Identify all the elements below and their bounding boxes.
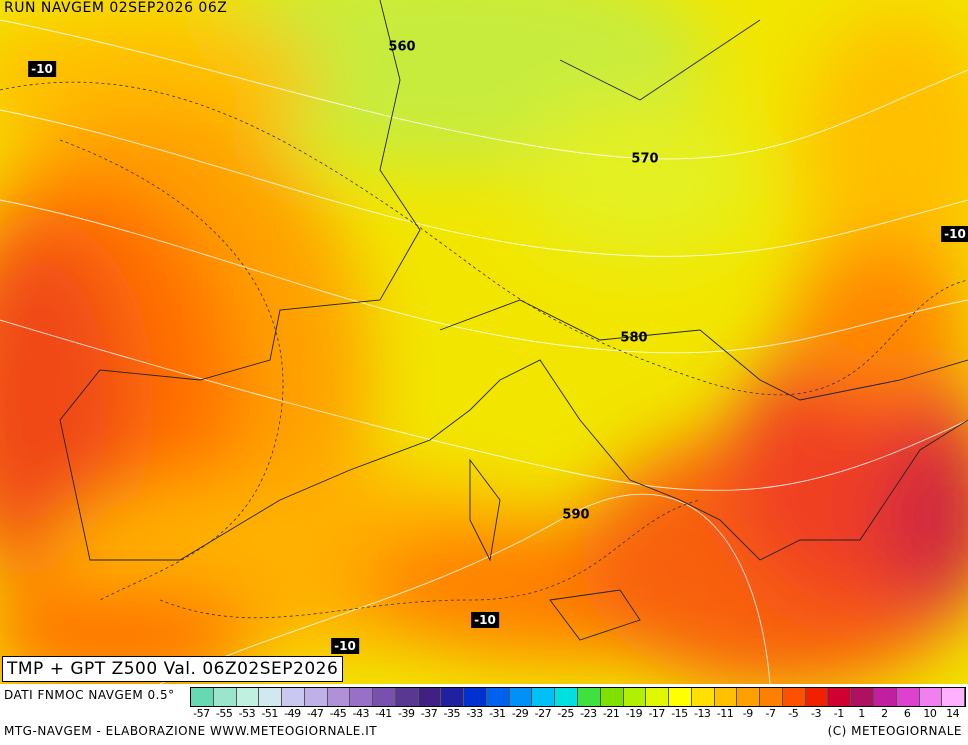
legend-label: 1 [858, 707, 865, 720]
footer-left: MTG-NAVGEM - ELABORAZIONE WWW.METEOGIORN… [4, 724, 378, 738]
contour-label: 590 [562, 507, 590, 523]
data-source: DATI FNMOC NAVGEM 0.5° [4, 688, 175, 702]
legend-label: -9 [742, 707, 753, 720]
legend-label: -51 [261, 707, 278, 720]
legend-label: -43 [352, 707, 370, 720]
legend-cell [919, 688, 943, 706]
map-title: TMP + GPT Z500 Val. 06Z02SEP2026 [2, 656, 344, 682]
temp-label: -10 [941, 226, 968, 242]
legend-cell [737, 688, 761, 706]
legend-label: -27 [534, 707, 552, 720]
legend-label: -29 [511, 707, 529, 720]
legend-label: -47 [306, 707, 324, 720]
legend-cell [282, 688, 305, 706]
legend-label: -19 [625, 707, 643, 720]
legend-label: -25 [557, 707, 574, 720]
legend-label: -17 [648, 707, 665, 720]
legend-label: 2 [881, 707, 888, 720]
legend-label: -35 [443, 707, 461, 720]
temp-label: -10 [28, 61, 56, 77]
legend-label: -11 [716, 707, 734, 720]
legend-label: 14 [946, 707, 960, 720]
legend-label: -21 [602, 707, 620, 720]
legend-label: -15 [671, 707, 688, 720]
legend-cell [691, 688, 715, 706]
legend-label: -53 [238, 707, 256, 720]
legend-cell [669, 688, 692, 706]
legend-label: -39 [398, 707, 415, 720]
legend-cell [532, 688, 556, 706]
legend-label: -1 [833, 707, 844, 720]
legend-cell [395, 688, 419, 706]
legend-cell [760, 688, 783, 706]
legend-cell [213, 688, 237, 706]
legend-label: 6 [903, 707, 911, 720]
legend-cell [327, 688, 351, 706]
legend-cell [191, 688, 214, 706]
legend-cell [441, 688, 465, 706]
legend-cell [942, 688, 966, 706]
legend-cell [259, 688, 283, 706]
legend-label: -23 [580, 707, 597, 720]
legend-label: -41 [375, 707, 392, 720]
legend-cell [714, 688, 738, 706]
legend-label: -33 [466, 707, 483, 720]
contour-label: 580 [620, 330, 648, 346]
legend-cell [236, 688, 260, 706]
legend-label: -5 [788, 707, 799, 720]
legend-label: -55 [215, 707, 233, 720]
run-info: RUN NAVGEM 02SEP2026 06Z [4, 0, 228, 16]
contour-label: 560 [388, 39, 416, 55]
legend-cell [805, 688, 829, 706]
legend-cell [418, 688, 442, 706]
legend-cell [486, 688, 510, 706]
legend-cell [623, 688, 647, 706]
contour-label: 570 [631, 151, 659, 167]
legend-cell [578, 688, 601, 706]
legend-label: -31 [489, 707, 506, 720]
legend-cell [873, 688, 897, 706]
temp-label: -10 [471, 612, 499, 628]
legend-label: -37 [420, 707, 438, 720]
legend-label: -3 [811, 707, 821, 720]
legend-labels: -57 -55 -53 -51 -49 -47 -45 -43 -41 -39 -37 -35 -33-… [190, 707, 964, 721]
legend-label: -49 [284, 707, 301, 720]
legend-cell [782, 688, 806, 706]
color-legend [190, 687, 966, 707]
legend-label: -13 [693, 707, 711, 720]
legend-cell [555, 688, 579, 706]
legend-label: -7 [765, 707, 776, 720]
legend-label: 10 [923, 707, 937, 720]
temp-label: -10 [331, 638, 359, 654]
legend-cell [600, 688, 624, 706]
legend-cell [464, 688, 487, 706]
map [0, 0, 968, 684]
legend-cell [509, 688, 533, 706]
legend-cell [646, 688, 670, 706]
legend-label: -45 [329, 707, 347, 720]
legend-cell [896, 688, 920, 706]
legend-cell [373, 688, 396, 706]
footer-right: (C) METEOGIORNALE [827, 724, 962, 738]
legend-cell [304, 688, 328, 706]
legend-label: -57 [193, 707, 210, 720]
legend-cell [350, 688, 374, 706]
legend-cell [828, 688, 852, 706]
legend-cell [851, 688, 874, 706]
